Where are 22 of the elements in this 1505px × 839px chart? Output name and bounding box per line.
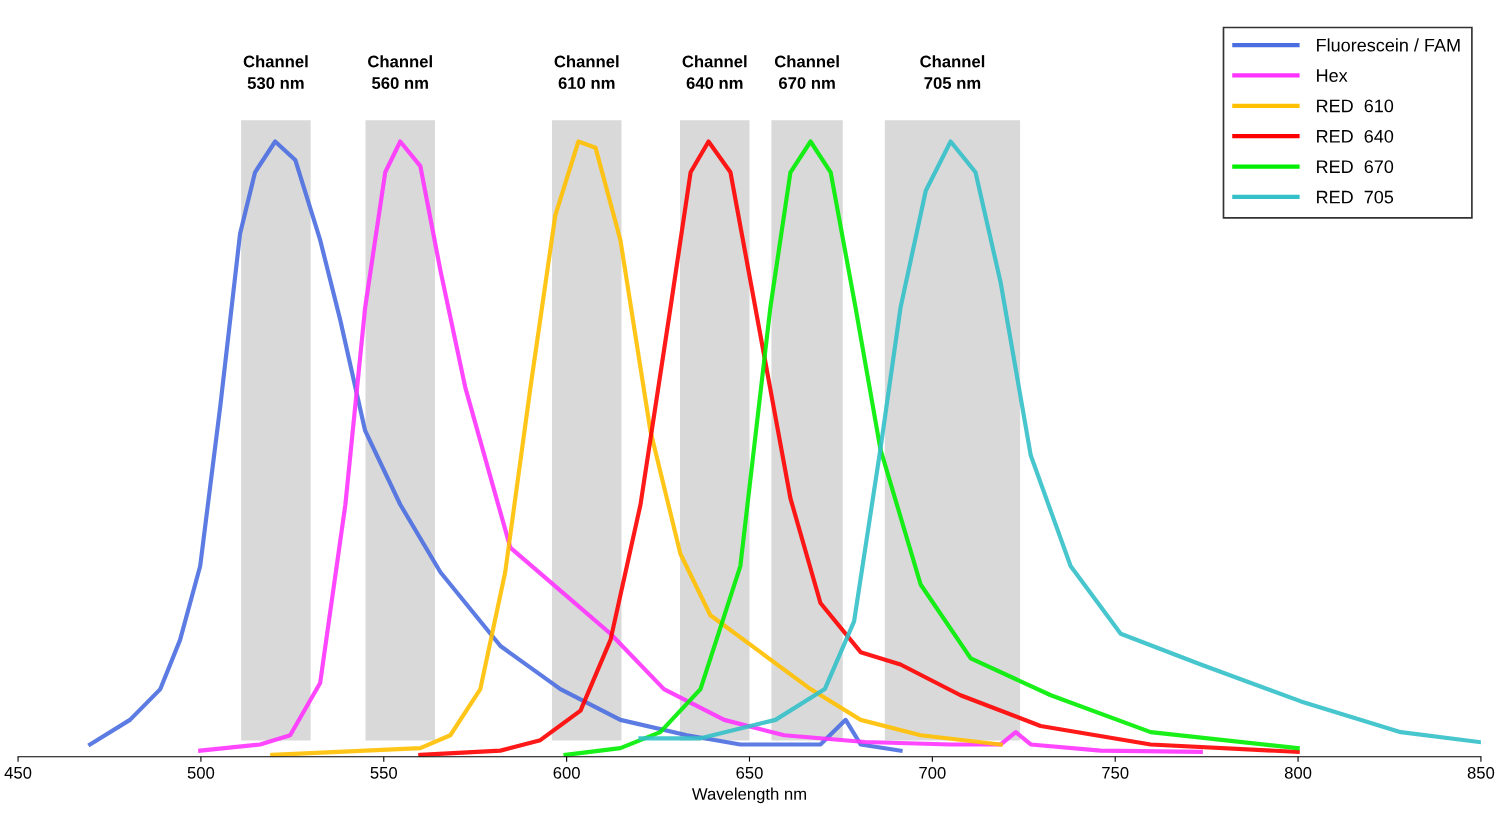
x-axis-title: Wavelength nm xyxy=(691,787,806,804)
legend-label: RED 640 xyxy=(1317,129,1394,143)
x-tick-label: 850 xyxy=(1467,766,1495,779)
band-label: Channel 610 nm xyxy=(554,55,619,89)
x-tick-label: 450 xyxy=(4,766,32,779)
x-tick-label: 650 xyxy=(736,766,763,779)
legend-label: RED 670 xyxy=(1317,160,1394,174)
legend-label: RED 610 xyxy=(1317,99,1394,113)
legend-label: RED 705 xyxy=(1317,190,1394,204)
band-label: Channel 640 nm xyxy=(682,55,747,89)
x-tick-label: 700 xyxy=(919,766,946,779)
legend-label: Hex xyxy=(1317,69,1348,82)
x-tick-label: 750 xyxy=(1102,766,1129,779)
x-tick-label: 550 xyxy=(370,766,398,779)
legend-label: Fluorescein / FAM xyxy=(1317,38,1460,52)
band-label: Channel 530 nm xyxy=(243,55,308,90)
band-label: Channel 560 nm xyxy=(368,55,432,89)
band-label: Channel 670 nm xyxy=(774,55,839,89)
band-label: Channel 705 nm xyxy=(920,55,985,89)
x-tick-label: 800 xyxy=(1284,766,1312,779)
x-tick-label: 500 xyxy=(187,766,215,779)
x-tick-label: 600 xyxy=(553,766,580,779)
